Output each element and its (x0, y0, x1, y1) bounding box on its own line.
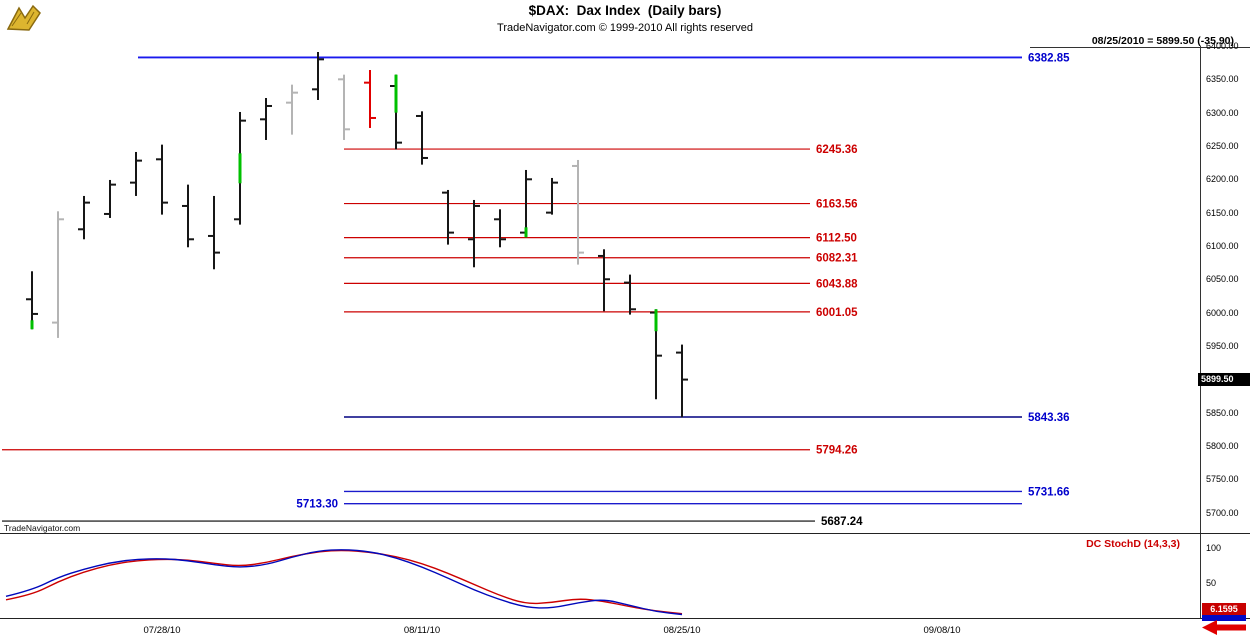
price-axis-border (1200, 46, 1201, 618)
level-label: 6043.88 (816, 278, 858, 290)
price-tick-label: 6350.00 (1206, 74, 1239, 85)
level-label: 5794.26 (816, 445, 858, 457)
price-tick-label: 5700.00 (1206, 507, 1239, 518)
indicator-tick-label: 50 (1206, 578, 1217, 588)
price-tick-label: 6050.00 (1206, 274, 1239, 285)
level-label: 6001.05 (816, 307, 858, 319)
price-tick-label: 6200.00 (1206, 174, 1239, 185)
level-label: 5731.66 (1028, 486, 1070, 498)
stochd-red-line (5, 549, 683, 615)
panel-divider[interactable] (0, 533, 1250, 534)
chart-title: $DAX: Dax Index (Daily bars) (528, 3, 722, 18)
level-label: 6163.56 (816, 199, 858, 211)
level-label: 6112.50 (816, 233, 857, 245)
price-tick-label: 6400.00 (1206, 40, 1239, 51)
date-tick-label: 07/28/10 (143, 625, 181, 636)
price-tick-label: 6250.00 (1206, 140, 1239, 151)
price-tick-label: 6100.00 (1206, 240, 1239, 251)
price-tick-label: 5800.00 (1206, 440, 1239, 451)
date-tick-label: 09/08/10 (923, 625, 961, 636)
last-price-badge: 5899.50 (1198, 373, 1250, 387)
price-tick-label: 5950.00 (1206, 340, 1239, 351)
level-label: 5843.36 (1028, 412, 1070, 424)
tradenavigator-logo-icon (6, 4, 41, 31)
date-tick-label: 08/25/10 (663, 625, 701, 636)
price-axis[interactable]: 6400.00 6350.00 6300.00 6250.00 6200.00 6150.… (1201, 0, 1250, 643)
price-tick-label: 6150.00 (1206, 207, 1239, 218)
stochd-blue-line (5, 549, 683, 616)
watermark-text: TradeNavigator.com (4, 523, 81, 533)
price-tick-label: 6000.00 (1206, 307, 1239, 318)
price-tick-label: 6300.00 (1206, 107, 1239, 118)
quote-underline (1030, 47, 1250, 48)
indicator-secondary-badge (1202, 614, 1246, 621)
level-label: 5687.24 (821, 516, 863, 528)
level-label: 6245.36 (816, 144, 858, 156)
indicator-tick-label: 100 (1206, 543, 1222, 553)
indicator-value-badge: 6.1595 (1202, 602, 1246, 615)
last-bar-readout: 08/25/2010 = 5899.50 (-35.90) (1091, 35, 1234, 47)
price-tick-label: 5750.00 (1206, 474, 1239, 485)
time-axis-border (0, 618, 1250, 619)
level-label: 6382.85 (1028, 52, 1070, 64)
time-axis[interactable]: 07/28/10 08/11/10 08/25/10 09/08/10 (0, 619, 1250, 643)
level-label: 5713.30 (296, 499, 338, 511)
level-label: 6082.31 (816, 253, 858, 265)
copyright-text: TradeNavigator.com © 1999-2010 All right… (497, 22, 753, 34)
indicator-label: DC StochD (14,3,3) (1086, 538, 1180, 550)
scroll-back-arrow-icon[interactable] (1202, 620, 1246, 635)
price-tick-label: 5850.00 (1206, 407, 1239, 418)
date-tick-label: 08/11/10 (403, 625, 441, 636)
